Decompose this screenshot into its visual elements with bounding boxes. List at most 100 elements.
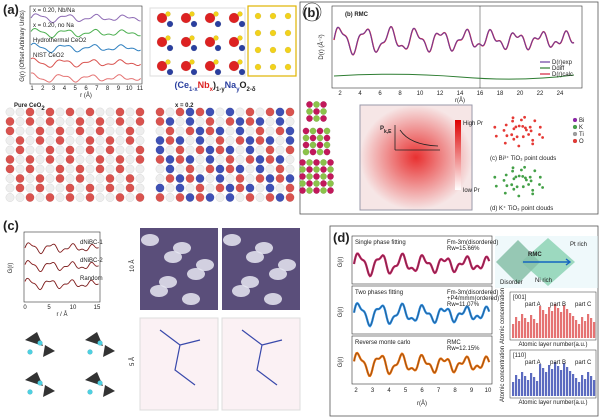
x-tick-label: 3 xyxy=(52,86,56,92)
atom xyxy=(204,36,216,48)
point-cloud xyxy=(528,175,532,179)
atom xyxy=(299,159,306,166)
point-cloud xyxy=(493,125,497,129)
isosurface-blob xyxy=(150,285,168,297)
atom xyxy=(299,187,306,194)
point-cloud xyxy=(531,142,535,146)
atom xyxy=(105,136,115,145)
atom xyxy=(105,183,115,193)
atom xyxy=(185,174,195,183)
point-cloud xyxy=(527,133,530,136)
x-tick-label: 4 xyxy=(358,91,362,97)
isosurface-blob xyxy=(141,234,159,246)
panel-caption: x = 0.2 xyxy=(175,103,194,109)
atom xyxy=(55,193,65,202)
bar xyxy=(587,372,590,396)
atom xyxy=(238,68,246,76)
atom xyxy=(125,107,135,117)
atom xyxy=(228,36,240,48)
atom xyxy=(135,126,145,136)
atom xyxy=(25,164,35,174)
atom xyxy=(65,107,75,117)
atom xyxy=(5,164,15,174)
atom xyxy=(275,164,285,174)
legend-entry: O xyxy=(579,139,584,145)
atom xyxy=(204,12,216,24)
bar xyxy=(584,379,587,396)
atom xyxy=(175,145,185,155)
panel-label: (c) xyxy=(3,218,19,233)
atom xyxy=(269,29,277,37)
scale-label: High Pr xyxy=(463,121,483,127)
bar xyxy=(542,368,545,396)
bar xyxy=(551,311,554,338)
curve xyxy=(30,57,141,68)
isosurface-blob xyxy=(255,242,273,254)
point-cloud xyxy=(538,125,542,129)
atom xyxy=(316,127,324,135)
atom xyxy=(115,136,125,145)
curve-label: dNiBC-2 xyxy=(80,258,103,264)
atom xyxy=(105,164,115,174)
atom xyxy=(306,173,313,180)
atom xyxy=(215,164,225,174)
atom xyxy=(97,340,103,346)
y-axis-label: D(r) (Å⁻²) xyxy=(318,34,325,59)
atom xyxy=(155,155,165,164)
atom xyxy=(135,107,145,117)
atom xyxy=(205,107,215,117)
isosurface-blob xyxy=(264,293,282,305)
x-axis-label: r (Å) xyxy=(80,92,92,99)
atom xyxy=(323,141,331,149)
bar xyxy=(545,314,548,338)
atom xyxy=(5,117,15,126)
curve xyxy=(30,13,141,24)
bar xyxy=(518,321,521,338)
atom xyxy=(316,148,324,156)
y-axis-label: Atomic concentration xyxy=(500,288,506,344)
bar xyxy=(593,322,596,338)
bar xyxy=(572,374,575,396)
atom xyxy=(255,145,265,155)
atom xyxy=(85,164,95,174)
x-tick-label: 7 xyxy=(437,388,441,394)
bar xyxy=(548,365,551,396)
atom xyxy=(275,155,285,164)
bar xyxy=(524,318,527,338)
atom xyxy=(285,183,295,193)
atom xyxy=(85,136,95,145)
point-cloud xyxy=(512,187,516,191)
caption-sub: 2 xyxy=(41,106,45,112)
atom xyxy=(275,174,285,183)
atom xyxy=(125,145,135,155)
atom xyxy=(95,164,105,174)
atom xyxy=(185,136,195,145)
scale-bar: 5 Å xyxy=(129,357,136,366)
atom xyxy=(189,35,195,41)
atom xyxy=(213,59,219,65)
isosurface-blob xyxy=(232,285,250,297)
atom xyxy=(125,117,135,126)
atom xyxy=(309,148,317,156)
atom xyxy=(85,107,95,117)
atom xyxy=(320,115,327,122)
point-cloud xyxy=(511,169,514,173)
atom xyxy=(255,126,265,136)
bar xyxy=(527,322,530,338)
atom xyxy=(135,164,145,174)
caption-part: Pure CeO xyxy=(14,103,42,109)
atom xyxy=(35,174,45,183)
atom xyxy=(35,193,45,202)
atom xyxy=(225,193,235,202)
atom xyxy=(185,145,195,155)
atom xyxy=(320,108,327,115)
atom xyxy=(55,136,65,145)
atom xyxy=(180,60,192,72)
atom xyxy=(135,155,145,164)
row-title: Single phase fitting xyxy=(355,240,406,246)
atom xyxy=(205,136,215,145)
atom xyxy=(155,117,165,126)
legend-entry: D(r)exp xyxy=(552,60,573,66)
probability-map xyxy=(359,104,473,211)
y-axis-label: Atomic concentration xyxy=(500,346,506,402)
